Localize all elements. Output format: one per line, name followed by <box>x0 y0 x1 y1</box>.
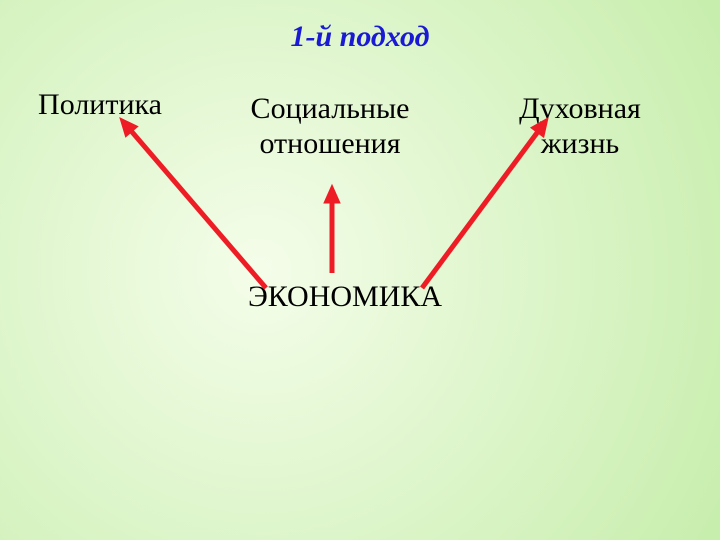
arrows-layer <box>0 0 720 540</box>
arrow-left-shaft <box>132 132 266 288</box>
label-spiritual-life: Духовная жизнь <box>519 92 641 161</box>
label-economy: ЭКОНОМИКА <box>248 280 442 315</box>
arrow-center-head <box>324 185 340 203</box>
label-politics: Политика <box>38 88 162 123</box>
diagram-title: 1-й подход <box>290 20 429 55</box>
diagram-canvas: 1-й подход Политика Социальные отношения… <box>0 0 720 540</box>
label-social-relations: Социальные отношения <box>251 92 410 161</box>
